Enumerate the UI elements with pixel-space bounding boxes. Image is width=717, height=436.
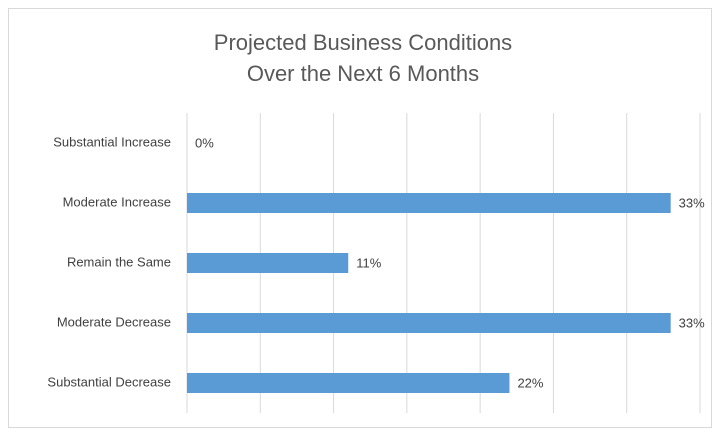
y-tick-label: Moderate Increase xyxy=(63,194,171,209)
chart-title: Projected Business Conditions xyxy=(214,30,512,55)
chart-title: Over the Next 6 Months xyxy=(247,61,479,86)
data-label: 33% xyxy=(679,195,705,210)
bar xyxy=(187,193,671,213)
bar xyxy=(187,253,349,273)
y-tick-label: Moderate Decrease xyxy=(57,314,171,329)
y-tick-label: Substantial Decrease xyxy=(47,374,171,389)
data-label: 22% xyxy=(517,375,543,390)
chart-border xyxy=(8,8,712,428)
data-label: 33% xyxy=(679,315,705,330)
y-tick-label: Remain the Same xyxy=(67,254,171,269)
data-label: 0% xyxy=(195,135,214,150)
y-tick-label: Substantial Increase xyxy=(53,134,171,149)
bar xyxy=(187,373,510,393)
data-label: 11% xyxy=(356,255,381,270)
bar xyxy=(187,313,671,333)
